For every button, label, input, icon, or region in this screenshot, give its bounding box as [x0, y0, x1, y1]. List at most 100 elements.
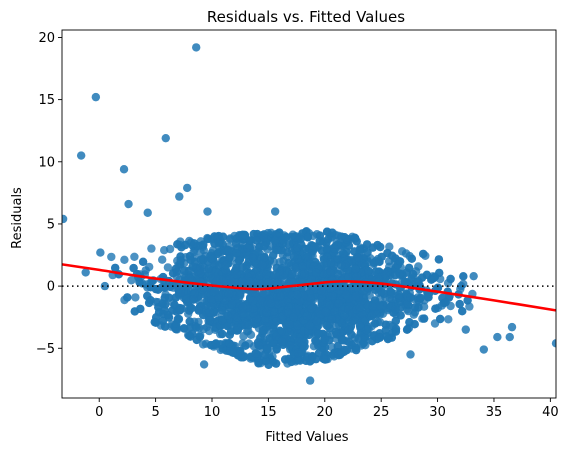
data-point [256, 296, 265, 305]
data-point [359, 338, 369, 347]
data-point [181, 240, 190, 250]
data-point [293, 321, 302, 330]
data-point [337, 348, 346, 357]
data-point [360, 286, 369, 295]
outlier-point [406, 350, 415, 359]
outlier-point [91, 92, 101, 102]
data-point [293, 243, 302, 252]
data-point [364, 266, 373, 276]
y-axis: −5 0 5 10 15 20 [36, 31, 62, 357]
data-point [224, 246, 233, 255]
outlier-point [507, 322, 517, 332]
data-point [163, 263, 173, 272]
outlier-point [203, 207, 212, 216]
data-point [301, 356, 311, 365]
data-point [396, 311, 405, 320]
outlier-point [119, 165, 129, 174]
outlier-point [270, 207, 280, 216]
data-point [254, 357, 263, 366]
data-point [226, 234, 235, 243]
data-point [276, 292, 285, 301]
data-point [430, 272, 440, 282]
data-point [221, 260, 230, 270]
data-point [320, 335, 330, 344]
data-point [264, 360, 273, 369]
data-point [138, 257, 148, 266]
data-point [249, 229, 258, 239]
data-point [307, 304, 316, 313]
data-point [244, 321, 253, 330]
x-tick-label: 20 [317, 405, 334, 420]
data-point [194, 306, 203, 315]
data-point [262, 344, 272, 353]
data-point [317, 286, 326, 296]
data-point [402, 325, 412, 334]
x-tick-label: 35 [486, 405, 503, 420]
data-point [223, 321, 232, 331]
data-point [307, 274, 316, 284]
outlier-point [469, 271, 478, 281]
data-point [310, 242, 319, 251]
data-point [303, 252, 313, 261]
data-point [408, 269, 418, 279]
data-point [394, 290, 403, 300]
data-point [185, 252, 195, 261]
data-point [225, 252, 234, 262]
data-point [325, 301, 334, 310]
data-point [463, 296, 472, 305]
data-point [322, 321, 332, 330]
x-axis-label: Fitted Values [265, 430, 348, 445]
data-point [199, 324, 208, 334]
data-point [354, 253, 363, 263]
data-point [446, 274, 455, 284]
x-axis: 0 5 10 15 20 25 30 35 40 [95, 398, 559, 420]
data-point [172, 319, 181, 328]
data-point [187, 303, 196, 313]
data-point [180, 266, 189, 275]
data-point [337, 260, 346, 270]
data-point [232, 248, 241, 258]
data-point [352, 345, 361, 355]
data-point [127, 276, 136, 285]
outlier-point [175, 192, 184, 201]
data-point [326, 258, 335, 267]
x-tick-label: 25 [373, 405, 390, 420]
x-tick-label: 5 [151, 405, 159, 420]
outlier-point [493, 332, 502, 342]
lowess-trend-line [62, 263, 556, 312]
data-point [293, 348, 303, 358]
data-point [272, 345, 281, 354]
data-point [233, 323, 242, 332]
data-point [123, 293, 132, 302]
data-point [147, 244, 156, 253]
data-point [351, 292, 360, 301]
outlier-point [81, 268, 90, 277]
data-point [298, 262, 307, 271]
data-point [306, 294, 315, 303]
outlier-point [76, 151, 86, 160]
data-point [303, 311, 312, 321]
data-point [158, 316, 167, 326]
data-point [367, 311, 377, 321]
outlier-point [182, 183, 192, 193]
data-point [375, 301, 384, 310]
outlier-point [143, 208, 152, 217]
data-point [308, 352, 317, 362]
data-point [315, 236, 324, 246]
data-point [321, 307, 330, 317]
data-point [225, 330, 234, 339]
data-point [350, 233, 360, 242]
data-point [419, 249, 428, 259]
data-point [286, 341, 295, 350]
data-point [381, 320, 390, 329]
data-point [270, 236, 280, 245]
outlier-point [505, 332, 514, 342]
data-point [341, 290, 350, 299]
y-tick-label: 5 [47, 217, 55, 232]
data-point [324, 235, 333, 244]
data-point [144, 298, 154, 308]
data-point [190, 239, 199, 248]
data-point [260, 242, 269, 251]
y-tick-label: 10 [38, 155, 55, 170]
